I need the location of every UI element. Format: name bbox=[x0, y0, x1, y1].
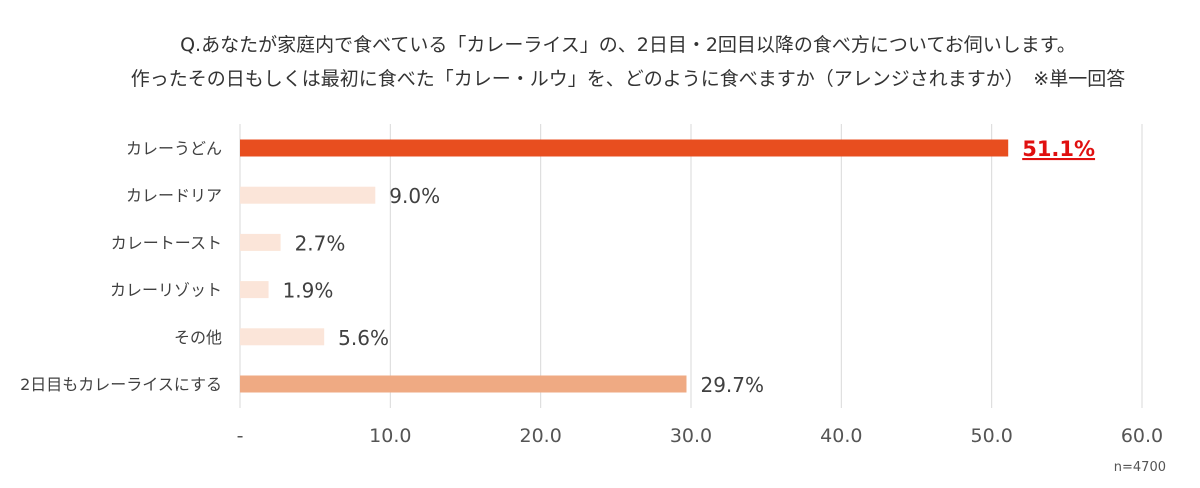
bar bbox=[240, 328, 325, 346]
value-label: 51.1% bbox=[1022, 137, 1095, 161]
bar bbox=[240, 281, 269, 299]
bar bbox=[240, 139, 1009, 157]
value-label: 1.9% bbox=[283, 279, 334, 303]
x-tick-label: 10.0 bbox=[369, 425, 411, 447]
category-label: カレーリゾット bbox=[110, 281, 222, 300]
chart-title-line1: Q.あなたが家庭内で食べている「カレーライス」の、2日目・2回目以降の食べ方につ… bbox=[180, 34, 1076, 56]
bar bbox=[240, 375, 687, 393]
value-label: 9.0% bbox=[389, 184, 440, 208]
category-label: カレードリア bbox=[126, 186, 222, 205]
x-tick-label: 60.0 bbox=[1121, 425, 1163, 447]
chart-title-line2: 作ったその日もしくは最初に食べた「カレー・ルウ」を、どのように食べますか（アレン… bbox=[130, 68, 1126, 90]
sample-size-note: n=4700 bbox=[1113, 460, 1166, 475]
category-label: 2日目もカレーライスにする bbox=[20, 375, 222, 394]
x-tick-label: 40.0 bbox=[820, 425, 862, 447]
value-label: 5.6% bbox=[338, 326, 389, 350]
value-label: 29.7% bbox=[700, 373, 764, 397]
x-tick-label: 30.0 bbox=[670, 425, 712, 447]
value-label: 2.7% bbox=[295, 231, 346, 255]
bar bbox=[240, 233, 281, 251]
x-tick-label: 20.0 bbox=[520, 425, 562, 447]
category-label: カレートースト bbox=[111, 233, 222, 252]
bar bbox=[240, 186, 376, 204]
category-label: カレーうどん bbox=[126, 139, 222, 158]
x-tick-label: - bbox=[237, 425, 244, 447]
x-tick-label: 50.0 bbox=[971, 425, 1013, 447]
category-label: その他 bbox=[174, 328, 222, 347]
